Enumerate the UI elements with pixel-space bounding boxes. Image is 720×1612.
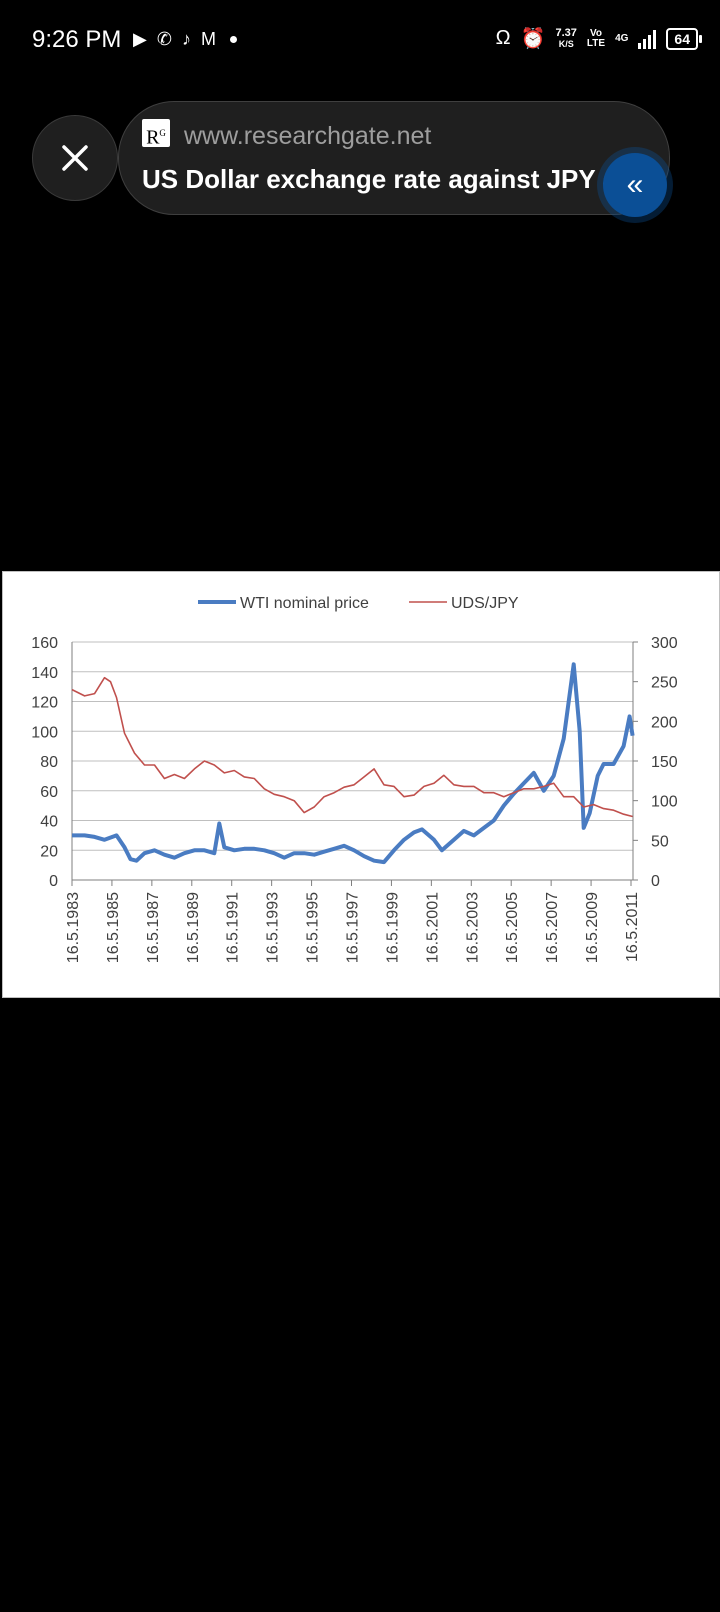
x-tick-label: 16.5.2001 xyxy=(424,892,441,963)
chart-svg: 0 20 40 60 80 100 120 140 160 0 50 100 150 200 250 300 1… xyxy=(31,595,678,963)
double-chevron-left-icon: « xyxy=(626,168,644,201)
network-speed-value: 7.37 xyxy=(555,26,577,39)
lte-label: LTE xyxy=(586,37,606,49)
youtube-icon: ▶ xyxy=(133,29,147,49)
alarm-icon: ⏰ xyxy=(520,28,546,50)
x-tick-label: 16.5.2005 xyxy=(504,892,521,963)
y-left-tick-label: 160 xyxy=(31,635,58,652)
y-left-tick-label: 20 xyxy=(40,843,58,860)
y-left-tick-label: 40 xyxy=(40,814,58,831)
y-right-tick-label: 0 xyxy=(651,873,660,890)
tiktok-icon: ♪ xyxy=(181,29,191,49)
whatsapp-icon: ✆ xyxy=(156,29,172,49)
network-type: 4G xyxy=(615,32,629,44)
x-tick-label: 16.5.1999 xyxy=(384,892,401,963)
y-left-tick-label: 140 xyxy=(31,665,58,682)
network-speed: 7.37 K/S xyxy=(555,26,577,50)
source-domain: www.researchgate.net xyxy=(184,122,432,150)
y-right-tick-label: 250 xyxy=(651,675,678,692)
status-time: 9:26 PM xyxy=(32,26,122,53)
battery-level: 64 xyxy=(674,30,690,47)
notification-icons: ▶ ✆ ♪ M xyxy=(133,28,237,50)
y-left-tick-label: 100 xyxy=(31,724,58,741)
x-tick-label: 16.5.1983 xyxy=(65,892,82,963)
more-notifications-dot-icon xyxy=(229,35,237,43)
y-left-tick-label: 0 xyxy=(49,873,58,890)
x-tick-label: 16.5.1987 xyxy=(145,892,162,963)
status-bar: 9:26 PM ▶ ✆ ♪ M Ω ⏰ 7.37 K/S Vo LTE 4G 6… xyxy=(0,0,720,80)
x-tick-label: 16.5.2003 xyxy=(464,892,481,963)
chart-series xyxy=(71,662,635,865)
close-button[interactable] xyxy=(32,115,118,201)
source-link-card[interactable]: RG www.researchgate.net US Dollar exchan… xyxy=(118,101,670,215)
chart-legend: WTI nominal price UDS/JPY xyxy=(198,595,519,612)
y-right-tick-label: 300 xyxy=(651,635,678,652)
network-speed-unit: K/S xyxy=(558,38,574,49)
source-page-title: US Dollar exchange rate against JPY a xyxy=(142,164,617,194)
vo-label: Vo xyxy=(589,27,603,39)
y-right-tick-label: 150 xyxy=(651,754,678,771)
close-icon xyxy=(62,145,88,171)
battery-icon: 64 xyxy=(666,27,702,50)
y-left-tick-label: 80 xyxy=(40,754,58,771)
chart-gridlines xyxy=(72,641,633,881)
x-tick-label: 16.5.1993 xyxy=(265,892,282,963)
chart-image[interactable]: 0 20 40 60 80 100 120 140 160 0 50 100 150 200 250 300 1… xyxy=(2,571,720,998)
y-left-tick-label: 120 xyxy=(31,695,58,712)
headphones-icon: Ω xyxy=(495,27,511,49)
y-left-tick-label: 60 xyxy=(40,784,58,801)
x-tick-label: 16.5.1985 xyxy=(105,892,122,963)
volte-indicator: Vo LTE xyxy=(586,27,606,49)
y-right-tick-label: 100 xyxy=(651,794,678,811)
y-right-tick-label: 200 xyxy=(651,714,678,731)
x-tick-label: 16.5.2011 xyxy=(624,892,641,962)
x-tick-label: 16.5.1995 xyxy=(305,892,322,963)
collapse-button[interactable]: « xyxy=(603,153,667,217)
x-tick-label: 16.5.2007 xyxy=(544,892,561,963)
x-tick-label: 16.5.2009 xyxy=(584,892,601,963)
y-right-tick-label: 50 xyxy=(651,833,669,850)
series-line-wti xyxy=(72,662,635,865)
legend-wti-label: WTI nominal price xyxy=(240,595,369,612)
series-line-usdjpy xyxy=(71,676,633,818)
legend-usdjpy-label: UDS/JPY xyxy=(451,595,519,612)
x-tick-label: 16.5.1991 xyxy=(225,892,242,963)
x-tick-label: 16.5.1997 xyxy=(345,892,362,963)
researchgate-logo: RG xyxy=(142,119,170,149)
x-tick-label: 16.5.1989 xyxy=(185,892,202,963)
gmail-icon: M xyxy=(200,29,216,49)
signal-strength-icon xyxy=(638,29,657,49)
system-status: Ω ⏰ 7.37 K/S Vo LTE 4G 64 xyxy=(495,26,702,51)
chart-axes: 0 20 40 60 80 100 120 140 160 0 50 100 150 200 250 300 1… xyxy=(31,635,678,963)
